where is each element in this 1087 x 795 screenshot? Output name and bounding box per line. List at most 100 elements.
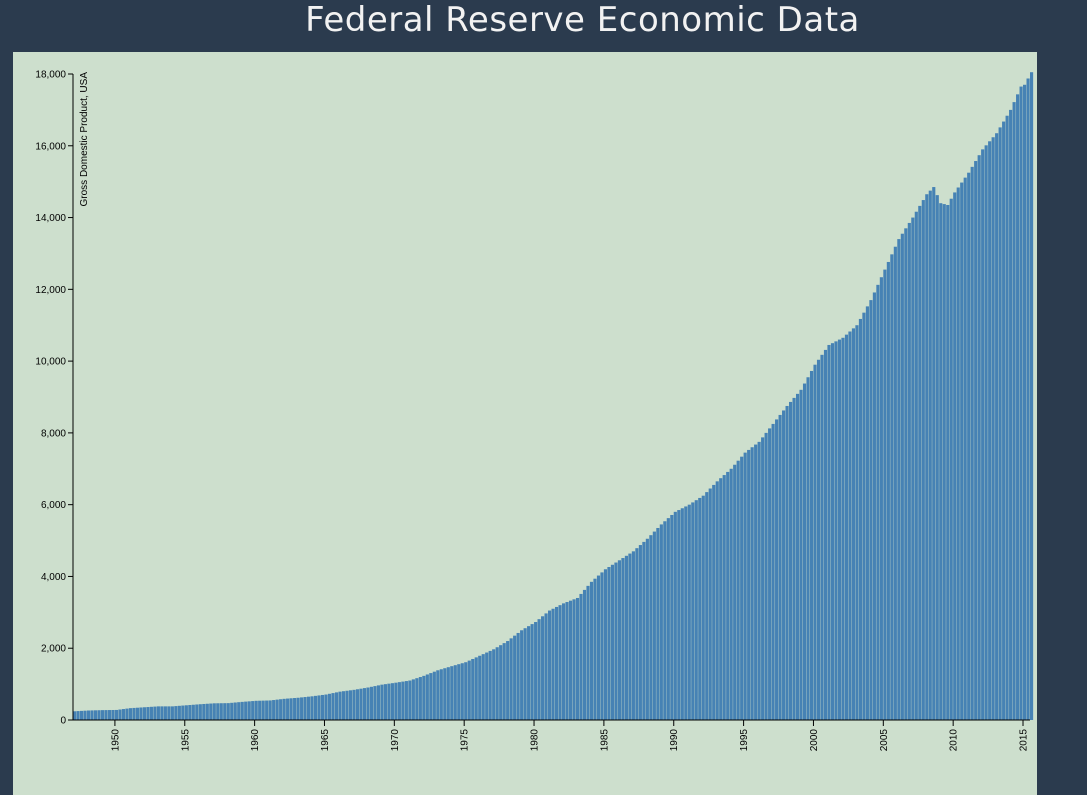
gdp-bar bbox=[904, 228, 908, 720]
gdp-bar bbox=[481, 654, 485, 720]
gdp-bar bbox=[460, 663, 464, 720]
gdp-bar bbox=[408, 680, 412, 720]
gdp-bar bbox=[988, 141, 992, 720]
gdp-bar bbox=[918, 205, 922, 720]
gdp-bar bbox=[425, 674, 429, 720]
gdp-bar bbox=[1023, 84, 1027, 720]
gdp-bar bbox=[111, 710, 115, 720]
gdp-bar bbox=[911, 217, 915, 720]
gdp-bar bbox=[733, 464, 737, 720]
gdp-bar bbox=[509, 638, 513, 720]
gdp-bar bbox=[338, 691, 342, 720]
gdp-bar bbox=[146, 707, 150, 720]
gdp-bar bbox=[823, 349, 828, 720]
gdp-bar bbox=[293, 698, 297, 720]
gdp-bar bbox=[600, 572, 604, 720]
gdp-bar bbox=[813, 364, 817, 720]
gdp-bar bbox=[181, 705, 185, 720]
gdp-bar bbox=[523, 628, 527, 720]
x-tick-label: 1975 bbox=[460, 729, 471, 752]
gdp-bar bbox=[921, 200, 925, 720]
gdp-bar bbox=[764, 432, 768, 720]
gdp-bar bbox=[198, 704, 202, 720]
gdp-bar bbox=[474, 657, 478, 720]
gdp-bar bbox=[628, 553, 632, 720]
gdp-bar bbox=[100, 710, 105, 720]
gdp-bar bbox=[1030, 72, 1034, 720]
gdp-bar bbox=[355, 689, 360, 720]
gdp-bar bbox=[963, 177, 967, 720]
gdp-bar bbox=[282, 698, 286, 720]
gdp-bar bbox=[837, 339, 842, 720]
x-tick-label: 1950 bbox=[110, 729, 121, 752]
gdp-bar bbox=[387, 683, 391, 720]
gdp-bar bbox=[645, 538, 649, 720]
gdp-bar bbox=[369, 686, 374, 720]
gdp-bar bbox=[624, 555, 628, 720]
gdp-bar bbox=[666, 518, 670, 721]
gdp-bar bbox=[582, 589, 587, 720]
gdp-bar bbox=[698, 497, 702, 720]
gdp-bar bbox=[722, 475, 726, 720]
gdp-bar bbox=[488, 650, 492, 720]
gdp-bar bbox=[942, 204, 946, 721]
gdp-bar bbox=[163, 706, 167, 720]
gdp-bar bbox=[534, 622, 538, 720]
y-axis: 0 2,000 4,000 6,000 8,000 10,000 12,000 14,000 1… bbox=[35, 70, 74, 727]
gdp-bar bbox=[446, 667, 450, 720]
gdp-bar bbox=[869, 300, 873, 720]
gdp-bar bbox=[855, 325, 859, 720]
gdp-bar bbox=[132, 707, 136, 720]
gdp-bar bbox=[286, 698, 290, 720]
gdp-bar bbox=[128, 708, 133, 720]
gdp-bar bbox=[327, 693, 332, 720]
y-tick-label: 12,000 bbox=[35, 285, 66, 296]
gdp-bar bbox=[383, 684, 387, 720]
gdp-bar bbox=[575, 597, 580, 720]
gdp-bar bbox=[750, 447, 754, 720]
gdp-bar bbox=[642, 541, 646, 720]
gdp-bar bbox=[638, 545, 642, 720]
y-tick-label: 16,000 bbox=[35, 141, 66, 152]
y-tick-label: 18,000 bbox=[35, 70, 66, 81]
gdp-bar bbox=[121, 709, 126, 720]
x-tick-label: 1960 bbox=[250, 729, 261, 752]
gdp-bar bbox=[792, 397, 796, 720]
gdp-bar bbox=[93, 710, 98, 720]
gdp-bar bbox=[149, 706, 153, 720]
gdp-bar bbox=[809, 370, 814, 720]
x-tick-label: 1955 bbox=[180, 729, 191, 752]
gdp-bar bbox=[729, 468, 733, 720]
gdp-bar bbox=[502, 643, 506, 720]
gdp-bar bbox=[687, 504, 691, 720]
gdp-bar bbox=[946, 204, 950, 721]
gdp-bar bbox=[1005, 115, 1009, 721]
gdp-bar bbox=[925, 194, 929, 721]
gdp-bar bbox=[586, 585, 590, 720]
gdp-bar bbox=[352, 689, 356, 720]
gdp-bar bbox=[362, 688, 367, 720]
gdp-bar bbox=[876, 284, 880, 720]
gdp-bar bbox=[554, 606, 559, 720]
gdp-bar bbox=[1009, 109, 1013, 720]
y-tick-label: 2,000 bbox=[41, 644, 66, 655]
gdp-bar bbox=[265, 700, 269, 720]
gdp-bar bbox=[202, 703, 206, 720]
gdp-bar bbox=[1002, 121, 1006, 721]
gdp-bar bbox=[593, 578, 597, 720]
gdp-bar bbox=[219, 703, 223, 720]
gdp-bar bbox=[886, 261, 890, 720]
gdp-bar bbox=[317, 695, 321, 720]
gdp-bar bbox=[527, 626, 531, 720]
gdp-bar bbox=[939, 203, 943, 720]
x-tick-label: 1990 bbox=[669, 729, 680, 752]
gdp-bar bbox=[153, 706, 157, 720]
gdp-bar bbox=[188, 705, 192, 720]
gdp-bar bbox=[268, 700, 272, 720]
gdp-bar bbox=[659, 524, 663, 720]
gdp-bar bbox=[802, 383, 807, 720]
y-tick-label: 4,000 bbox=[41, 572, 66, 583]
gdp-bar bbox=[928, 190, 932, 720]
gdp-bar bbox=[572, 599, 576, 720]
gdp-bar bbox=[879, 277, 883, 720]
